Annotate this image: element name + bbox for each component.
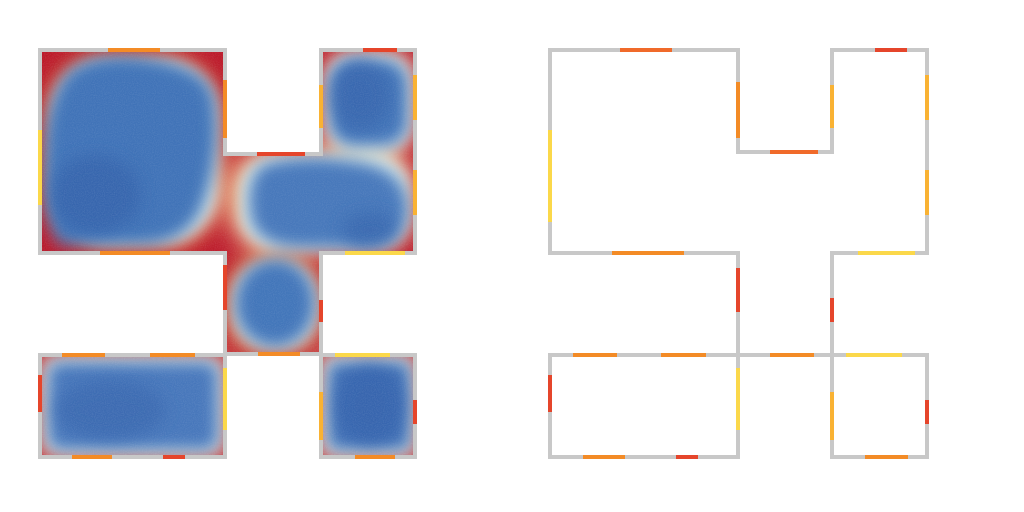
heatmap-floorplan	[38, 48, 417, 459]
outline-floorplan	[548, 48, 929, 459]
heatmap-wall-segments	[38, 48, 417, 459]
outline-wall-segments	[548, 48, 929, 459]
